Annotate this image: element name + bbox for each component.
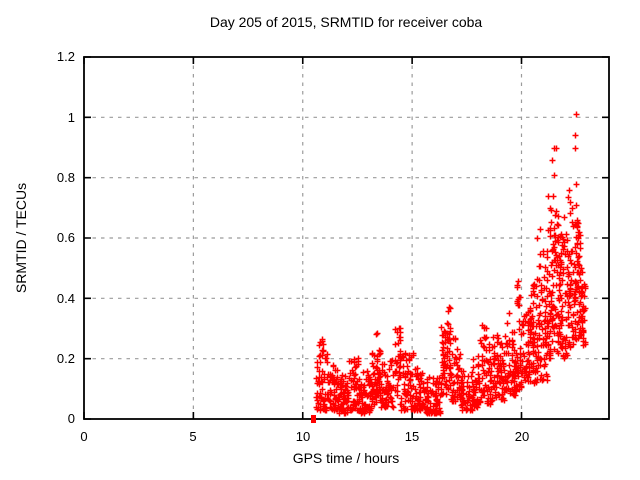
x-tick-label: 0 (80, 429, 87, 444)
y-tick-label: 0.4 (57, 291, 75, 306)
y-axis-label: SRMTID / TECUs (13, 183, 29, 293)
axis-start-marker (311, 415, 316, 423)
scatter-series (313, 111, 589, 417)
chart-title: Day 205 of 2015, SRMTID for receiver cob… (210, 14, 483, 30)
x-tick-label: 5 (189, 429, 196, 444)
plot-border (83, 56, 610, 420)
y-tick-label: 0 (68, 411, 75, 426)
y-tick-label: 0.6 (57, 230, 75, 245)
x-tick-label: 10 (296, 429, 310, 444)
gridlines (84, 57, 609, 419)
x-axis-label: GPS time / hours (293, 450, 400, 466)
x-tick-label: 15 (405, 429, 419, 444)
y-tick-label: 1.2 (57, 49, 75, 64)
y-tick-label: 0.8 (57, 170, 75, 185)
y-tick-label: 0.2 (57, 351, 75, 366)
x-tick-label: 20 (515, 429, 529, 444)
y-tick-label: 1 (68, 110, 75, 125)
